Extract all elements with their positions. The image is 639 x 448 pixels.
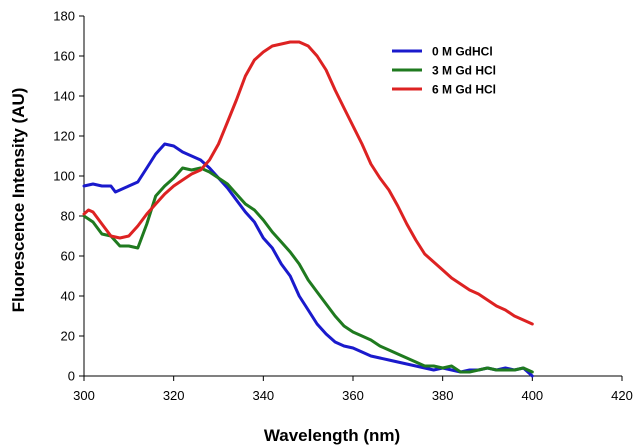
y-tick-label: 20	[61, 329, 75, 344]
x-tick-label: 340	[252, 388, 274, 403]
y-tick-label: 160	[53, 49, 75, 64]
y-tick-label: 40	[61, 289, 75, 304]
y-tick-label: 60	[61, 249, 75, 264]
series-line-1	[82, 142, 534, 378]
series-line-3	[82, 40, 534, 326]
x-tick-label: 380	[432, 388, 454, 403]
x-tick-label: 360	[342, 388, 364, 403]
x-tick-label: 300	[73, 388, 95, 403]
y-tick-label: 140	[53, 89, 75, 104]
x-tick-label: 400	[521, 388, 543, 403]
x-tick-label: 320	[163, 388, 185, 403]
y-tick-label: 180	[53, 9, 75, 24]
series-line-2	[82, 166, 534, 374]
y-axis-title: Fluorescence Intensity (AU)	[9, 88, 28, 313]
x-axis-title: Wavelength (nm)	[264, 426, 400, 445]
legend: 0 M GdHCl 3 M Gd HCl 6 M Gd HCl	[392, 45, 496, 97]
legend-label: 6 M Gd HCl	[432, 83, 496, 97]
series-layer	[82, 40, 534, 378]
x-axis-ticks: 300 320 340 360 380 400 420	[73, 376, 633, 403]
legend-label: 0 M GdHCl	[432, 45, 493, 59]
y-tick-label: 0	[68, 369, 75, 384]
y-axis-ticks: 0 20 40 60 80 100 120 140 160 180	[53, 9, 84, 384]
y-tick-label: 100	[53, 169, 75, 184]
y-tick-label: 120	[53, 129, 75, 144]
x-tick-label: 420	[611, 388, 633, 403]
legend-label: 3 M Gd HCl	[432, 64, 496, 78]
y-tick-label: 80	[61, 209, 75, 224]
